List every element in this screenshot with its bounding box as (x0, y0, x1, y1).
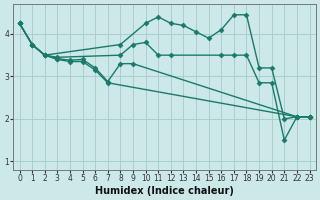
X-axis label: Humidex (Indice chaleur): Humidex (Indice chaleur) (95, 186, 234, 196)
